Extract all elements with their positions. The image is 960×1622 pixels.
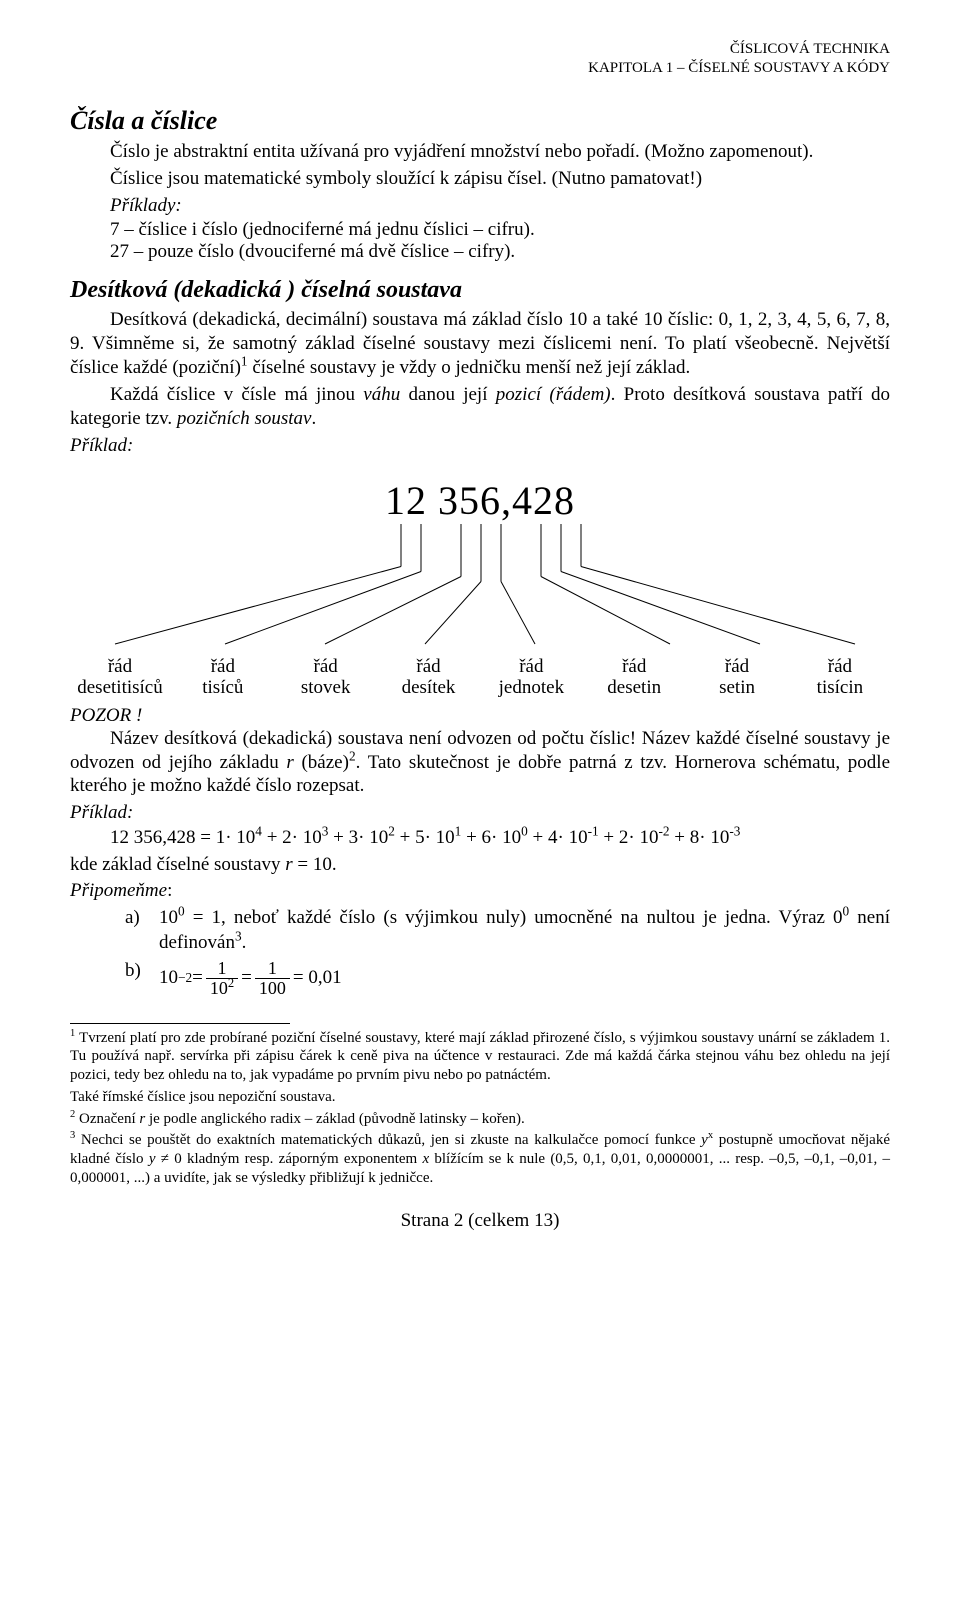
- footnote-1: 1 Tvrzení platí pro zde probírané pozičn…: [70, 1029, 890, 1085]
- label-7: řádtisícin: [790, 657, 890, 699]
- reminder-list: a) 100 = 1, neboť každé číslo (s výjimko…: [125, 906, 890, 997]
- pripomenme-label: Připomeňme:: [70, 880, 890, 902]
- section-title-1: Čísla a číslice: [70, 106, 890, 136]
- example-2: 27 – pouze číslo (dvouciferné má dvě čís…: [70, 241, 890, 263]
- running-header: ČÍSLICOVÁ TECHNIKA KAPITOLA 1 – ČÍSELNÉ …: [70, 40, 890, 78]
- horner-equation: 12 356,428 = 1· 104 + 2· 103 + 3· 102 + …: [70, 826, 890, 851]
- label-2: řádstovek: [276, 657, 376, 699]
- position-diagram: řáddesetitisíců řádtisíců řádstovek řádd…: [70, 524, 890, 699]
- big-number: 12 356,428: [70, 477, 890, 524]
- label-0: řáddesetitisíců: [70, 657, 170, 699]
- page-footer: Strana 2 (celkem 13): [70, 1210, 890, 1232]
- pozor-para: Název desítková (dekadická) soustava nen…: [70, 727, 890, 798]
- footnote-3: 3 Nechci se pouštět do exaktních matemat…: [70, 1131, 890, 1187]
- footnote-rule: [70, 1023, 290, 1024]
- header-line-1: ČÍSLICOVÁ TECHNIKA: [730, 41, 890, 57]
- para-2-1: Desítková (dekadická, decimální) soustav…: [70, 308, 890, 379]
- page: ČÍSLICOVÁ TECHNIKA KAPITOLA 1 – ČÍSELNÉ …: [0, 0, 960, 1262]
- label-6: řádsetin: [687, 657, 787, 699]
- pozor-label: POZOR !: [70, 705, 890, 727]
- header-line-2: KAPITOLA 1 – ČÍSELNÉ SOUSTAVY A KÓDY: [588, 60, 890, 76]
- footnote-1b: Také římské číslice jsou nepoziční soust…: [70, 1088, 890, 1107]
- para-1a: Číslo je abstraktní entita užívaná pro v…: [70, 140, 890, 164]
- label-1: řádtisíců: [173, 657, 273, 699]
- para-1b: Číslice jsou matematické symboly sloužíc…: [70, 167, 890, 191]
- fraction-1: 1 102: [206, 959, 238, 998]
- section-title-2: Desítková (dekadická ) číselná soustava: [70, 277, 890, 304]
- list-item-b: b) 10−2 = 1 102 = 1 100 = 0,01: [125, 959, 890, 998]
- list-item-a: a) 100 = 1, neboť každé číslo (s výjimko…: [125, 906, 890, 955]
- label-3: řáddesítek: [379, 657, 479, 699]
- fraction-2: 1 100: [255, 959, 290, 998]
- kde-line: kde základ číselné soustavy r = 10.: [70, 853, 890, 877]
- diagram-labels-row: řáddesetitisíců řádtisíců řádstovek řádd…: [70, 657, 890, 699]
- example-1: 7 – číslice i číslo (jednociferné má jed…: [70, 219, 890, 241]
- example-label-2: Příklad:: [70, 435, 890, 457]
- para-2-2: Každá číslice v čísle má jinou váhu dano…: [70, 383, 890, 431]
- footnote-2: 2 Označení r je podle anglického radix –…: [70, 1110, 890, 1129]
- label-5: řáddesetin: [584, 657, 684, 699]
- example-label-3: Příklad:: [70, 802, 890, 824]
- label-4: řádjednotek: [481, 657, 581, 699]
- examples-label: Příklady:: [70, 195, 890, 217]
